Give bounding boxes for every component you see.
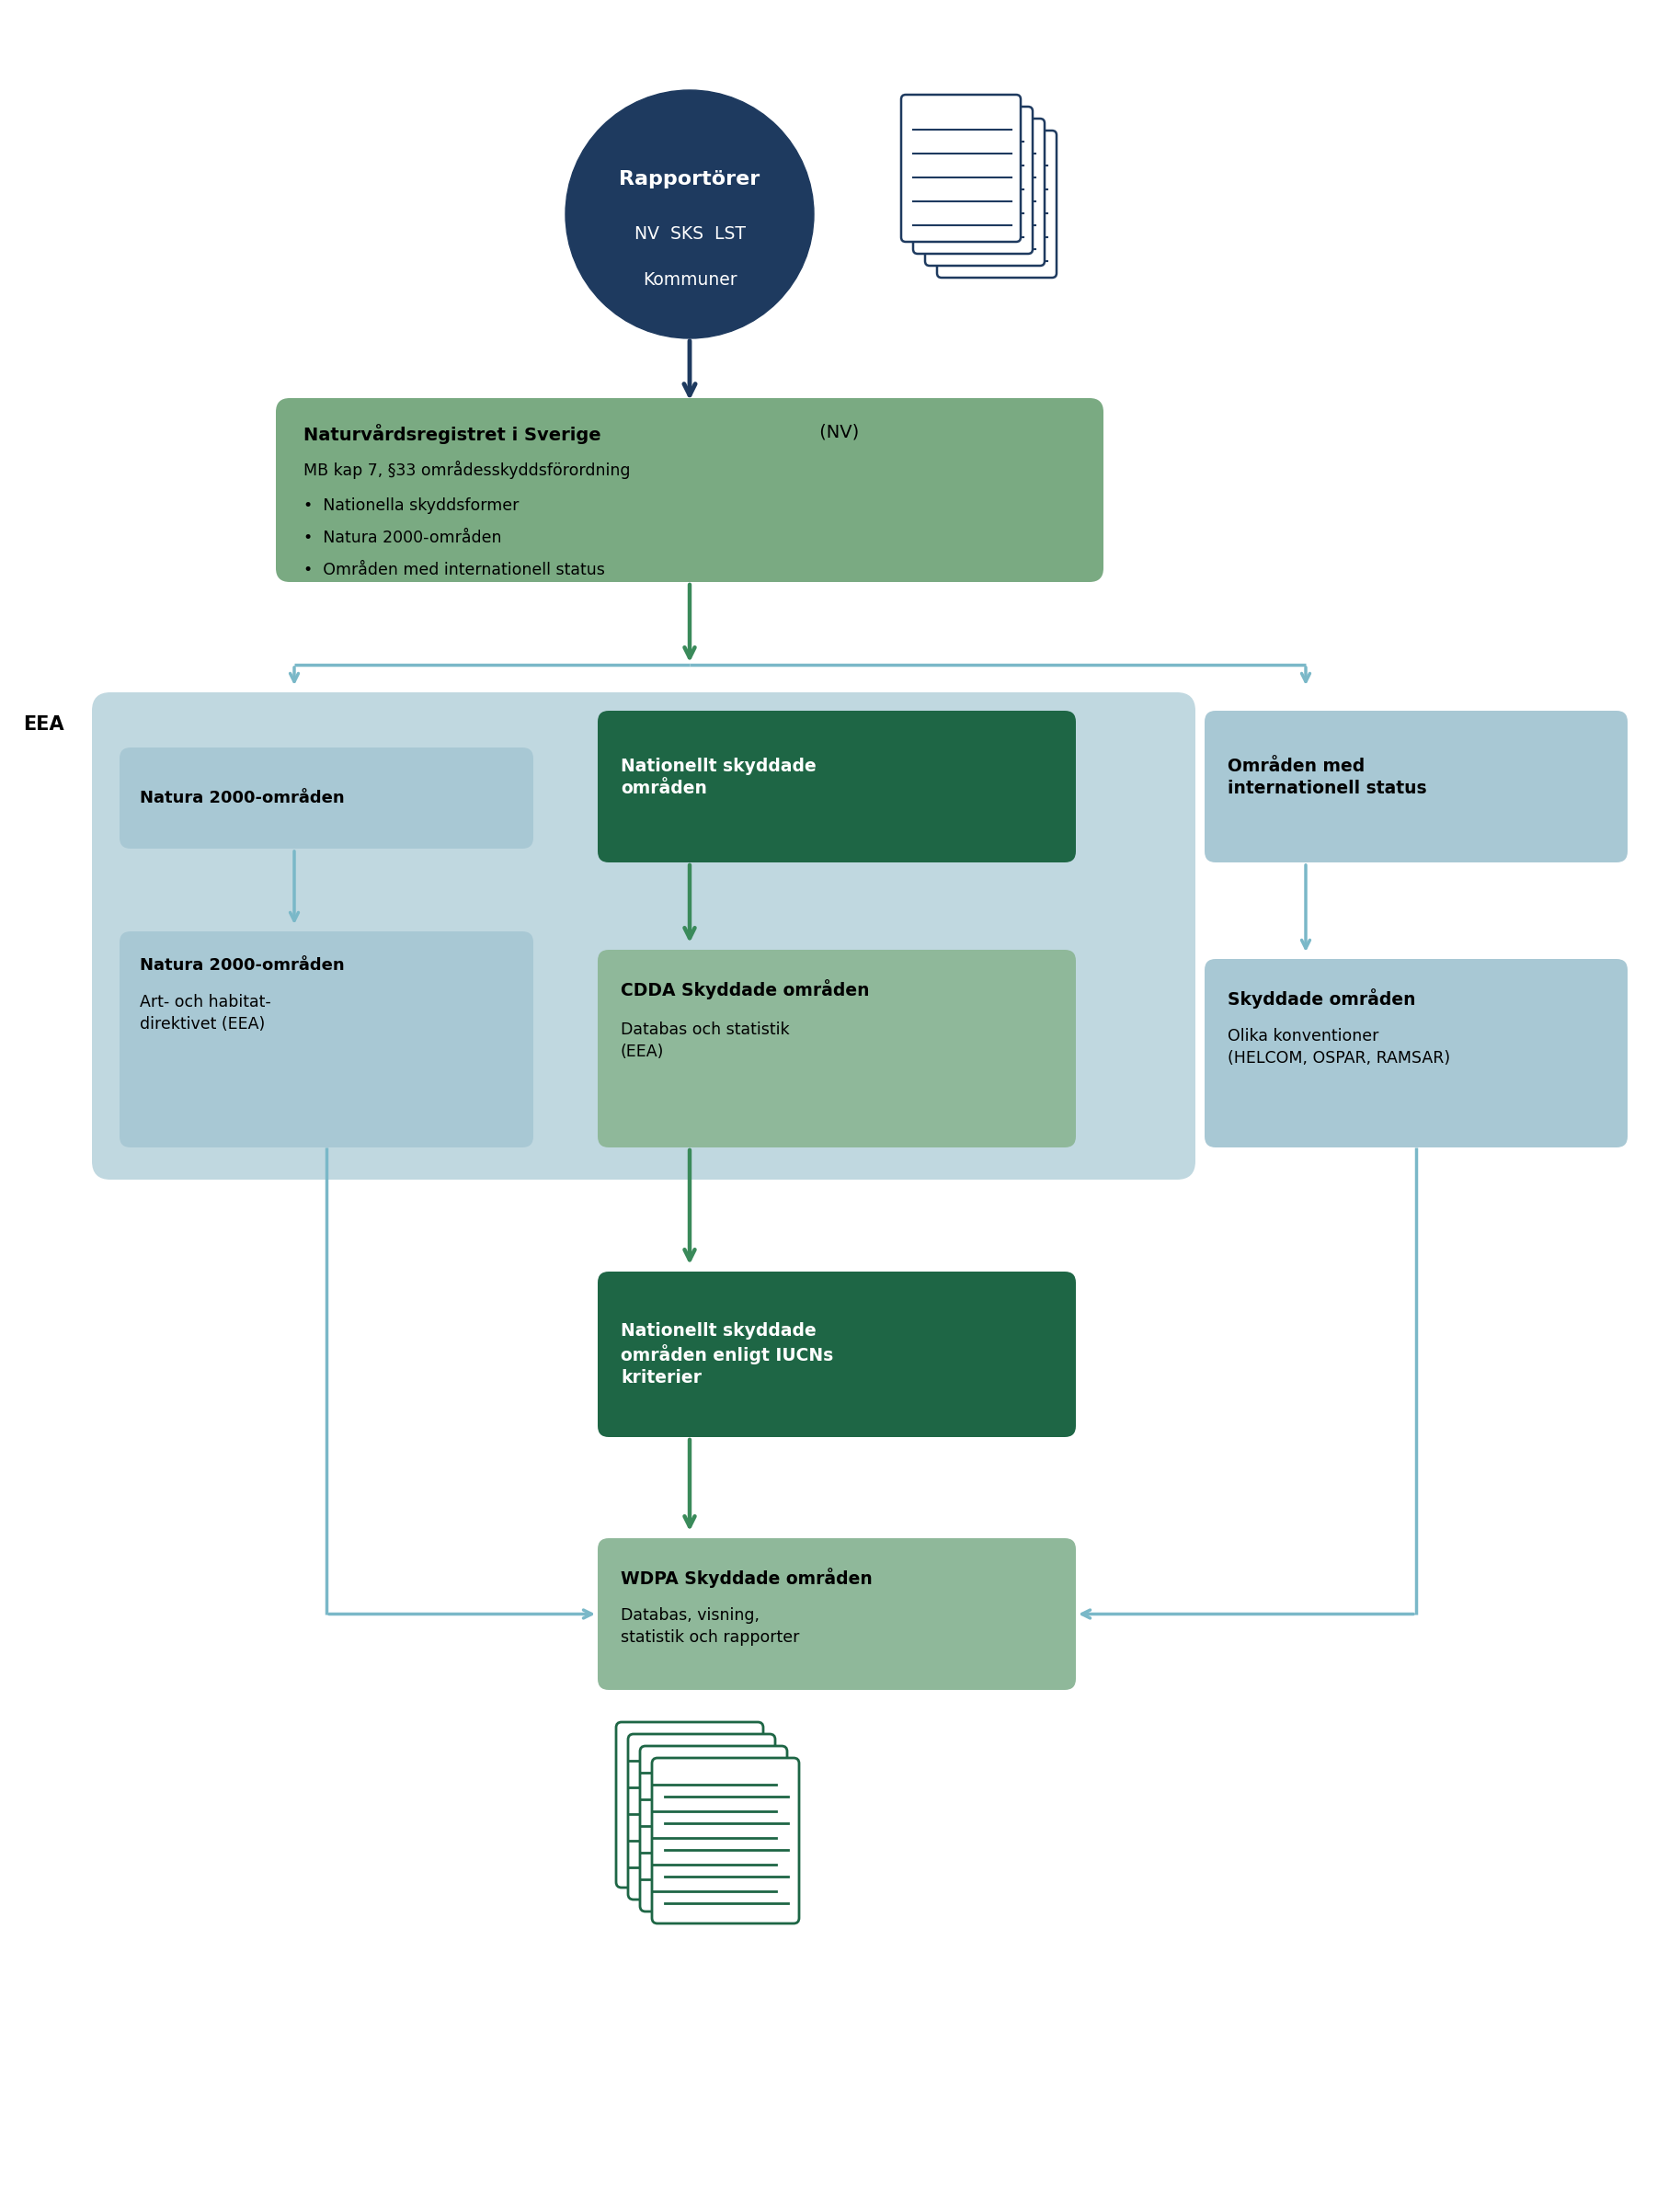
Text: Rapportörer: Rapportörer (620, 171, 759, 188)
FancyBboxPatch shape (1205, 960, 1628, 1148)
FancyBboxPatch shape (598, 710, 1075, 863)
Text: •  Områden med internationell status: • Områden med internationell status (304, 561, 605, 578)
FancyBboxPatch shape (598, 949, 1075, 1148)
Text: WDPA Skyddade områden: WDPA Skyddade områden (620, 1567, 872, 1588)
FancyBboxPatch shape (276, 399, 1104, 583)
Text: Natura 2000-områden: Natura 2000-områden (139, 957, 344, 973)
Text: Områden med
internationell status: Områden med internationell status (1228, 758, 1426, 798)
FancyBboxPatch shape (92, 692, 1196, 1179)
Text: CDDA Skyddade områden: CDDA Skyddade områden (620, 979, 870, 999)
FancyBboxPatch shape (1205, 710, 1628, 863)
FancyBboxPatch shape (926, 118, 1045, 265)
FancyBboxPatch shape (628, 1733, 774, 1900)
FancyBboxPatch shape (914, 107, 1033, 254)
Text: •  Nationella skyddsformer: • Nationella skyddsformer (304, 497, 519, 515)
FancyBboxPatch shape (652, 1757, 800, 1924)
Text: Skyddade områden: Skyddade områden (1228, 988, 1416, 1008)
FancyBboxPatch shape (900, 94, 1021, 241)
Text: •  Natura 2000-områden: • Natura 2000-områden (304, 530, 502, 546)
Text: NV  SKS  LST: NV SKS LST (633, 226, 746, 243)
FancyBboxPatch shape (937, 131, 1057, 278)
Text: Nationellt skyddade
områden: Nationellt skyddade områden (620, 758, 816, 798)
FancyBboxPatch shape (640, 1746, 788, 1911)
FancyBboxPatch shape (119, 931, 533, 1148)
Text: MB kap 7, §33 områdesskyddsförordning: MB kap 7, §33 områdesskyddsförordning (304, 460, 630, 480)
FancyBboxPatch shape (598, 1538, 1075, 1689)
Circle shape (566, 90, 813, 337)
Text: Databas och statistik
(EEA): Databas och statistik (EEA) (620, 1021, 790, 1060)
Text: Kommuner: Kommuner (642, 272, 738, 289)
FancyBboxPatch shape (119, 747, 533, 848)
FancyBboxPatch shape (598, 1271, 1075, 1437)
Text: EEA: EEA (24, 714, 64, 734)
Text: (NV): (NV) (813, 423, 858, 440)
Text: Nationellt skyddade
områden enligt IUCNs
kriterier: Nationellt skyddade områden enligt IUCNs… (620, 1321, 833, 1387)
Text: Databas, visning,
statistik och rapporter: Databas, visning, statistik och rapporte… (620, 1608, 800, 1645)
FancyBboxPatch shape (617, 1722, 763, 1889)
Text: Naturvårdsregistret i Sverige: Naturvårdsregistret i Sverige (304, 423, 601, 445)
Text: Natura 2000-områden: Natura 2000-områden (139, 789, 344, 806)
Text: Art- och habitat-
direktivet (EEA): Art- och habitat- direktivet (EEA) (139, 995, 270, 1032)
Text: Olika konventioner
(HELCOM, OSPAR, RAMSAR): Olika konventioner (HELCOM, OSPAR, RAMSA… (1228, 1028, 1450, 1067)
